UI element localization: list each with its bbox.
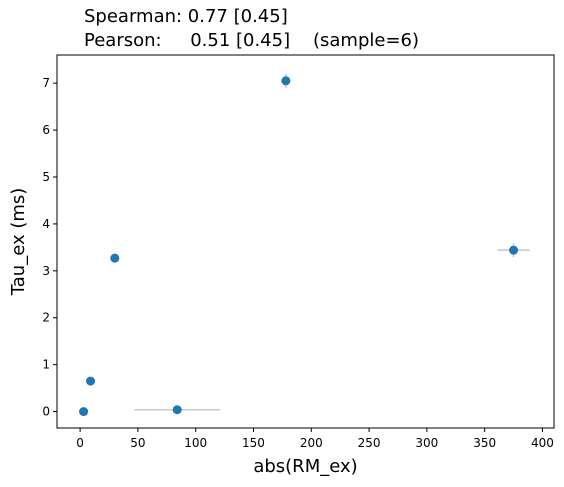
data-point xyxy=(79,407,89,417)
x-tick-label: 350 xyxy=(473,436,496,450)
data-point xyxy=(86,376,96,386)
data-point xyxy=(281,76,291,86)
x-tick-label: 50 xyxy=(130,436,145,450)
chart-title-line-1: Spearman: 0.77 [0.45] xyxy=(84,6,288,27)
x-tick-label: 300 xyxy=(415,436,438,450)
y-tick-label: 1 xyxy=(42,358,50,372)
x-tick-label: 150 xyxy=(242,436,265,450)
points-layer xyxy=(79,76,519,417)
errorbars-layer xyxy=(81,73,530,414)
y-tick-label: 0 xyxy=(42,405,50,419)
x-tick-label: 100 xyxy=(184,436,207,450)
chart-title-line-2: Pearson: 0.51 [0.45] (sample=6) xyxy=(84,30,420,51)
y-axis-label: Tau_ex (ms) xyxy=(8,188,29,297)
data-point xyxy=(110,253,120,263)
plot-frame xyxy=(56,54,555,429)
y-tick-label: 4 xyxy=(42,217,50,231)
y-tick-label: 7 xyxy=(42,76,50,90)
x-tick-label: 0 xyxy=(76,436,84,450)
x-tick-label: 400 xyxy=(531,436,554,450)
y-tick-label: 3 xyxy=(42,264,50,278)
x-tick-label: 200 xyxy=(300,436,323,450)
data-point xyxy=(172,405,182,415)
y-tick-label: 5 xyxy=(42,170,50,184)
data-point xyxy=(509,245,519,255)
x-tick-label: 250 xyxy=(358,436,381,450)
ticks-layer: 0 50 100 150 200 250 300 350 400 0 1 2 3 4 5 6 7 xyxy=(42,76,554,450)
y-tick-label: 2 xyxy=(42,311,50,325)
y-tick-label: 6 xyxy=(42,123,50,137)
x-axis-label: abs(RM_ex) xyxy=(253,456,357,477)
